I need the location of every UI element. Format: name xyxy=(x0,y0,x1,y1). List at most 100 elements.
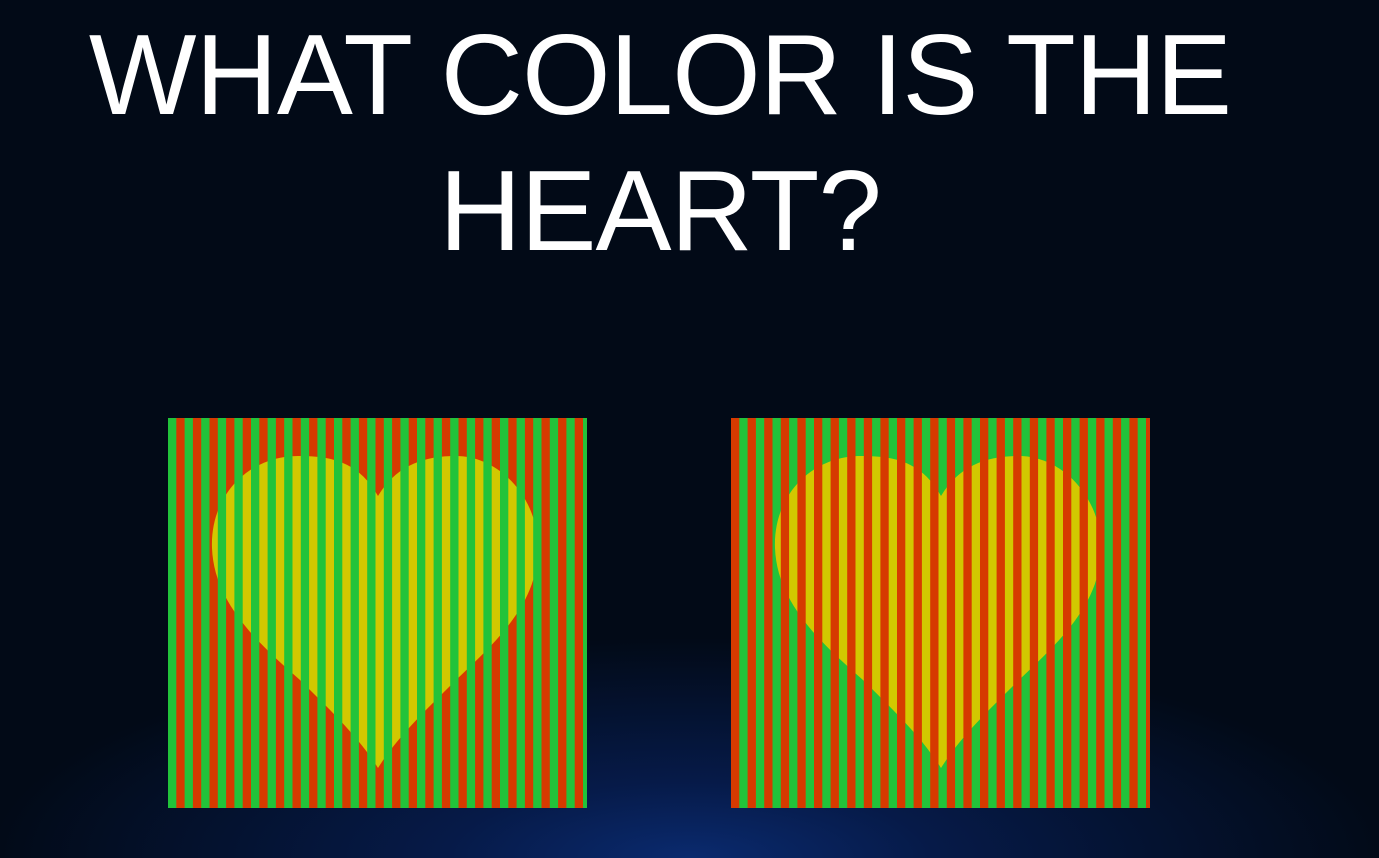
stripe xyxy=(516,418,526,808)
heart-stripe xyxy=(946,456,956,768)
stripe xyxy=(764,418,773,808)
heart-stripe xyxy=(483,456,493,768)
heart-stripe xyxy=(880,456,890,768)
stripe xyxy=(780,418,790,808)
heart-stripe xyxy=(342,456,351,768)
heart-stripe xyxy=(367,456,376,768)
heart-stripe xyxy=(1054,456,1064,768)
heart-stripe xyxy=(284,456,293,768)
stripe xyxy=(739,418,748,808)
heart-stripe xyxy=(955,456,964,768)
stripe xyxy=(549,418,559,808)
stripe xyxy=(583,418,587,808)
stripe xyxy=(747,418,757,808)
heart-stripe xyxy=(905,456,914,768)
heart-stripe xyxy=(251,456,260,768)
heart-stripe xyxy=(863,456,873,768)
heart-stripe xyxy=(466,456,476,768)
stripe xyxy=(209,418,219,808)
stripe xyxy=(1112,418,1122,808)
heart-stripe xyxy=(921,456,931,768)
heart-stripe xyxy=(375,456,385,768)
stripe xyxy=(772,418,782,808)
heart-stripe xyxy=(267,456,277,768)
illusion-panel-left xyxy=(168,418,587,808)
stripe xyxy=(524,418,534,808)
heart-stripe xyxy=(888,456,898,768)
heart-stripe xyxy=(1029,456,1039,768)
illusion-panel-right xyxy=(731,418,1150,808)
stripe xyxy=(1087,418,1097,808)
stripe xyxy=(1137,418,1147,808)
heart-stripe xyxy=(797,456,807,768)
stripe xyxy=(226,418,235,808)
heart-stripe xyxy=(234,456,244,768)
stripe xyxy=(731,418,740,808)
heart-stripe xyxy=(383,456,393,768)
stripe xyxy=(217,418,227,808)
heart-stripe xyxy=(988,456,997,768)
heart-stripe xyxy=(855,456,865,768)
heart-stripe xyxy=(508,456,517,768)
heart-stripe xyxy=(930,456,939,768)
stripe xyxy=(574,418,584,808)
stripe xyxy=(201,418,210,808)
heart-stripe xyxy=(491,456,501,768)
heart-stripe xyxy=(358,456,368,768)
heart-stripe xyxy=(275,456,285,768)
heart-stripe xyxy=(872,456,881,768)
stripe xyxy=(1121,418,1130,808)
stripe xyxy=(566,418,576,808)
heart-stripe xyxy=(458,456,468,768)
heart-stripe xyxy=(847,456,856,768)
stripe xyxy=(192,418,202,808)
heart-stripe xyxy=(292,456,302,768)
heart-stripe xyxy=(334,456,343,768)
stripe xyxy=(558,418,567,808)
heart-stripe xyxy=(1063,456,1072,768)
stripe xyxy=(168,418,177,808)
heart-stripe xyxy=(325,456,335,768)
stripe xyxy=(789,418,798,808)
heart-stripe xyxy=(805,456,815,768)
heart-stripe xyxy=(500,456,509,768)
heart-stripe xyxy=(971,456,981,768)
heart-stripe xyxy=(350,456,360,768)
heart-stripe xyxy=(838,456,848,768)
stripe xyxy=(184,418,194,808)
stripe xyxy=(176,418,185,808)
heart-stripe xyxy=(300,456,310,768)
heart-stripe xyxy=(450,456,459,768)
stripe xyxy=(1104,418,1114,808)
heart-stripe xyxy=(1038,456,1047,768)
heart-stripe xyxy=(963,456,973,768)
stripe xyxy=(1129,418,1139,808)
heart-stripe xyxy=(259,456,268,768)
heart-stripe xyxy=(814,456,823,768)
heart-stripe xyxy=(433,456,443,768)
heart-stripe xyxy=(441,456,451,768)
heart-stripe xyxy=(830,456,840,768)
heart-stripe xyxy=(1021,456,1031,768)
heart-stripe xyxy=(1071,456,1080,768)
heart-stripe xyxy=(400,456,410,768)
stripe xyxy=(755,418,765,808)
heart-stripe xyxy=(1013,456,1022,768)
heart-stripe xyxy=(417,456,426,768)
heart-stripe xyxy=(1004,456,1014,768)
heart-stripe xyxy=(309,456,318,768)
stripe xyxy=(1096,418,1105,808)
heart-stripe xyxy=(392,456,401,768)
heart-stripe xyxy=(317,456,327,768)
striped-heart-illusion-right xyxy=(731,418,1150,808)
stripe xyxy=(541,418,551,808)
heart-stripe xyxy=(1046,456,1056,768)
heart-stripe xyxy=(938,456,948,768)
heart-shape xyxy=(774,456,1101,768)
stripe xyxy=(533,418,542,808)
heart-stripe xyxy=(980,456,989,768)
heart-stripe xyxy=(996,456,1006,768)
heart-stripe xyxy=(822,456,831,768)
stripe xyxy=(1079,418,1089,808)
heart-stripe xyxy=(408,456,418,768)
